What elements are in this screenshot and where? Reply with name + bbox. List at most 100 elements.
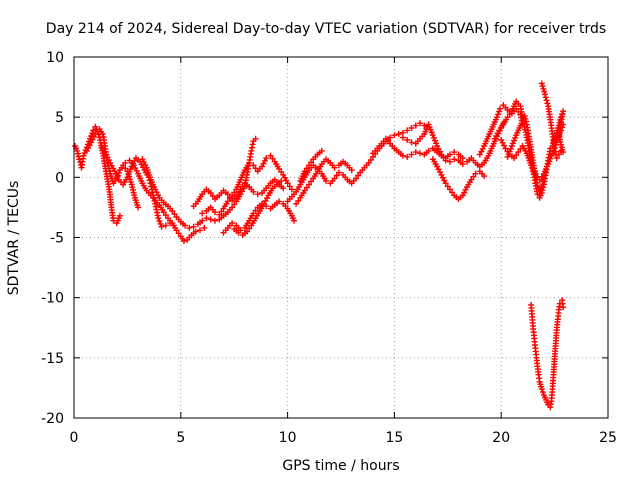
series-arc10	[284, 120, 428, 205]
data-points	[72, 80, 567, 411]
data-point	[552, 132, 559, 139]
data-point	[496, 108, 503, 115]
data-point	[162, 222, 169, 229]
data-point	[417, 150, 423, 157]
data-point	[135, 204, 142, 211]
data-point	[75, 153, 82, 160]
data-point	[115, 169, 122, 176]
y-tick-label: 10	[46, 50, 64, 66]
data-point	[539, 389, 546, 396]
series-arc4	[122, 157, 208, 245]
y-tick-label: -10	[41, 291, 64, 307]
data-point	[542, 91, 548, 98]
data-point	[545, 161, 552, 168]
data-point	[459, 161, 466, 168]
data-point	[306, 181, 312, 188]
data-point	[125, 171, 132, 178]
data-point	[90, 127, 97, 134]
data-point	[495, 111, 501, 118]
data-point	[278, 177, 285, 184]
data-point	[540, 175, 547, 182]
x-tick-label: 15	[385, 430, 403, 446]
chart-title: Day 214 of 2024, Sidereal Day-to-day VTE…	[46, 21, 606, 37]
data-point	[186, 224, 193, 231]
data-point	[412, 122, 419, 129]
data-point	[404, 127, 411, 134]
data-point	[250, 188, 257, 195]
data-point	[323, 177, 329, 184]
grid-lines	[74, 57, 608, 418]
data-point	[412, 149, 419, 156]
data-point	[318, 147, 325, 154]
data-point	[408, 125, 415, 131]
data-point	[116, 212, 123, 219]
data-point	[541, 88, 548, 95]
data-point	[246, 159, 253, 166]
data-point	[555, 151, 562, 158]
data-point	[421, 122, 428, 129]
data-point	[239, 183, 246, 190]
y-tick-label: -20	[41, 411, 64, 427]
x-tick-label: 10	[279, 430, 297, 446]
data-point	[560, 304, 567, 311]
data-point	[497, 105, 504, 112]
data-point	[481, 173, 488, 180]
data-point	[276, 198, 283, 205]
data-point	[199, 210, 206, 217]
data-point	[197, 227, 203, 234]
series-arc5	[139, 135, 259, 231]
x-tick-label: 25	[599, 430, 617, 446]
data-point	[74, 147, 81, 154]
data-point	[472, 170, 479, 177]
data-point	[203, 215, 210, 222]
x-tick-label: 0	[70, 430, 79, 446]
data-point	[288, 186, 295, 193]
data-point	[252, 135, 259, 142]
data-point	[553, 155, 560, 162]
data-point	[534, 182, 541, 189]
data-point	[404, 137, 411, 143]
data-point	[560, 149, 567, 156]
data-point	[408, 139, 415, 146]
data-point	[399, 152, 406, 159]
data-point	[199, 217, 206, 224]
data-point	[331, 164, 338, 171]
data-point	[542, 94, 549, 101]
series-arc19	[504, 113, 547, 195]
series-arc11	[293, 156, 355, 207]
data-point	[451, 149, 458, 156]
data-point	[80, 152, 87, 159]
data-point	[229, 220, 236, 227]
data-point	[280, 185, 287, 192]
series-arc7	[199, 152, 295, 218]
data-point	[181, 238, 187, 245]
data-point	[207, 216, 214, 223]
data-point	[538, 386, 545, 393]
data-point	[157, 220, 164, 227]
series-arc22	[528, 297, 567, 411]
data-point	[399, 134, 406, 141]
data-point	[122, 159, 129, 166]
series-arc14	[399, 120, 507, 170]
data-point	[88, 133, 95, 139]
data-point	[254, 191, 261, 198]
y-tick-label: 0	[55, 170, 64, 186]
data-point	[543, 97, 550, 104]
series-arc1	[72, 123, 123, 227]
data-point	[430, 134, 437, 141]
data-point	[127, 178, 134, 185]
y-tick-label: -5	[50, 231, 64, 247]
data-point	[263, 155, 270, 162]
data-point	[212, 217, 218, 224]
series-arc21	[549, 108, 567, 156]
data-point	[158, 223, 165, 230]
series-arc9	[231, 177, 285, 239]
x-tick-label: 5	[176, 430, 185, 446]
data-point	[551, 135, 558, 142]
data-point	[395, 131, 402, 137]
data-point	[89, 130, 96, 137]
data-point	[442, 157, 449, 164]
x-tick-label: 20	[492, 430, 510, 446]
data-point	[190, 223, 197, 230]
